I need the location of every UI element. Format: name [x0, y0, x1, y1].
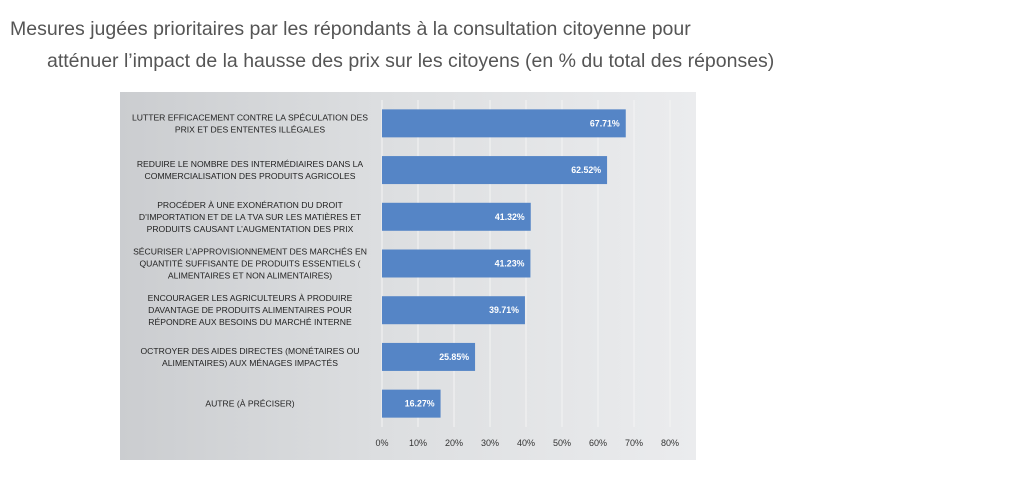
x-tick-label: 20%: [445, 438, 463, 448]
bar-value-label: 67.71%: [590, 118, 620, 128]
chart-panel: 0% 10% 20% 30% 40% 50% 60% 70% 80% 67.71% LUTTER E…: [120, 92, 696, 460]
category-label: REDUIRE LE NOMBRE DES INTERMÉDIAIRES DAN…: [137, 159, 364, 181]
bar: [382, 296, 525, 325]
x-tick-label: 50%: [553, 438, 571, 448]
bar-value-label: 16.27%: [405, 399, 435, 409]
bar-value-label: 41.32%: [495, 212, 525, 222]
x-tick-label: 60%: [589, 438, 607, 448]
x-tick-label: 30%: [481, 438, 499, 448]
bar-value-label: 41.23%: [495, 259, 525, 269]
chart-title-line-2: atténuer l’impact de la hausse des prix …: [47, 50, 775, 72]
bar: [382, 109, 626, 138]
x-tick-label: 70%: [625, 438, 643, 448]
x-tick-label: 80%: [661, 438, 679, 448]
bar: [382, 249, 531, 278]
chart-title-line-1: Mesures jugées prioritaires par les répo…: [10, 18, 691, 40]
bar: [382, 389, 441, 418]
bar: [382, 202, 531, 231]
chart-title: Mesures jugées prioritaires par les répo…: [0, 0, 1024, 80]
bar-value-label: 62.52%: [571, 165, 601, 175]
x-tick-label: 10%: [409, 438, 427, 448]
category-label: OCTROYER DES AIDES DIRECTES (MONÉTAIRES …: [140, 346, 359, 368]
bar: [382, 156, 608, 185]
bar-chart: 0% 10% 20% 30% 40% 50% 60% 70% 80% 67.71% LUTTER E…: [132, 100, 679, 448]
bar-value-label: 39.71%: [489, 305, 519, 315]
category-label: ENCOURAGER LES AGRICULTEURS À PRODUIRE DA…: [148, 293, 353, 327]
bar: [382, 342, 476, 371]
category-label: PROCÉDER À UNE EXONÉRATION DU DROIT D’IMP…: [139, 200, 362, 234]
bar-value-label: 25.85%: [439, 352, 469, 362]
category-label: LUTTER EFFICACEMENT CONTRE LA SPÉCULATIO…: [132, 112, 368, 134]
category-label: SÉCURISER L’APPROVISIONNEMENT DES MARCHÉ…: [133, 247, 367, 281]
category-label: AUTRE (À PRÉCISER): [205, 399, 294, 409]
x-tick-label: 0%: [375, 438, 388, 448]
x-tick-label: 40%: [517, 438, 535, 448]
